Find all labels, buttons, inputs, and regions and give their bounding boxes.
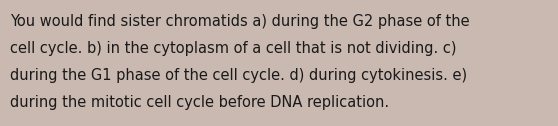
Text: You would find sister chromatids a) during the G2 phase of the: You would find sister chromatids a) duri…	[10, 14, 470, 29]
Text: during the G1 phase of the cell cycle. d) during cytokinesis. e): during the G1 phase of the cell cycle. d…	[10, 68, 467, 83]
Text: during the mitotic cell cycle before DNA replication.: during the mitotic cell cycle before DNA…	[10, 95, 389, 110]
Text: cell cycle. b) in the cytoplasm of a cell that is not dividing. c): cell cycle. b) in the cytoplasm of a cel…	[10, 41, 456, 56]
